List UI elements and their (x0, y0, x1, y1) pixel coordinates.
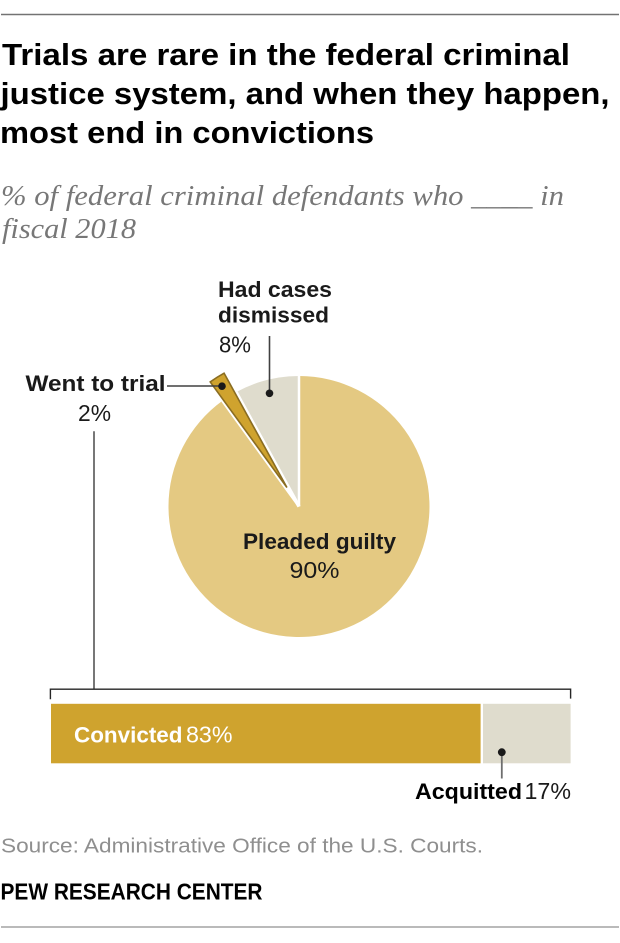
svg-text:dismissed: dismissed (218, 302, 329, 327)
svg-text:most end in convictions: most end in convictions (0, 115, 374, 150)
svg-text:Pleaded guilty: Pleaded guilty (243, 529, 397, 554)
svg-text:90%: 90% (290, 557, 340, 583)
svg-text:justice system, and when they: justice system, and when they happen, (0, 76, 609, 111)
svg-text:17%: 17% (525, 778, 572, 804)
svg-text:fiscal 2018: fiscal 2018 (2, 213, 137, 245)
svg-text:2%: 2% (78, 400, 111, 426)
svg-text:Had cases: Had cases (218, 277, 332, 302)
svg-text:Went to trial: Went to trial (26, 371, 166, 396)
svg-text:8%: 8% (219, 332, 251, 358)
svg-text:PEW RESEARCH CENTER: PEW RESEARCH CENTER (1, 879, 263, 905)
svg-text:Source: Administrative Office: Source: Administrative Office of the U.S… (1, 835, 483, 857)
svg-text:Trials are rare in the federal: Trials are rare in the federal criminal (2, 37, 570, 72)
svg-text:Acquitted: Acquitted (415, 779, 522, 804)
svg-text:% of federal criminal defendan: % of federal criminal defendants who ___… (1, 180, 564, 212)
